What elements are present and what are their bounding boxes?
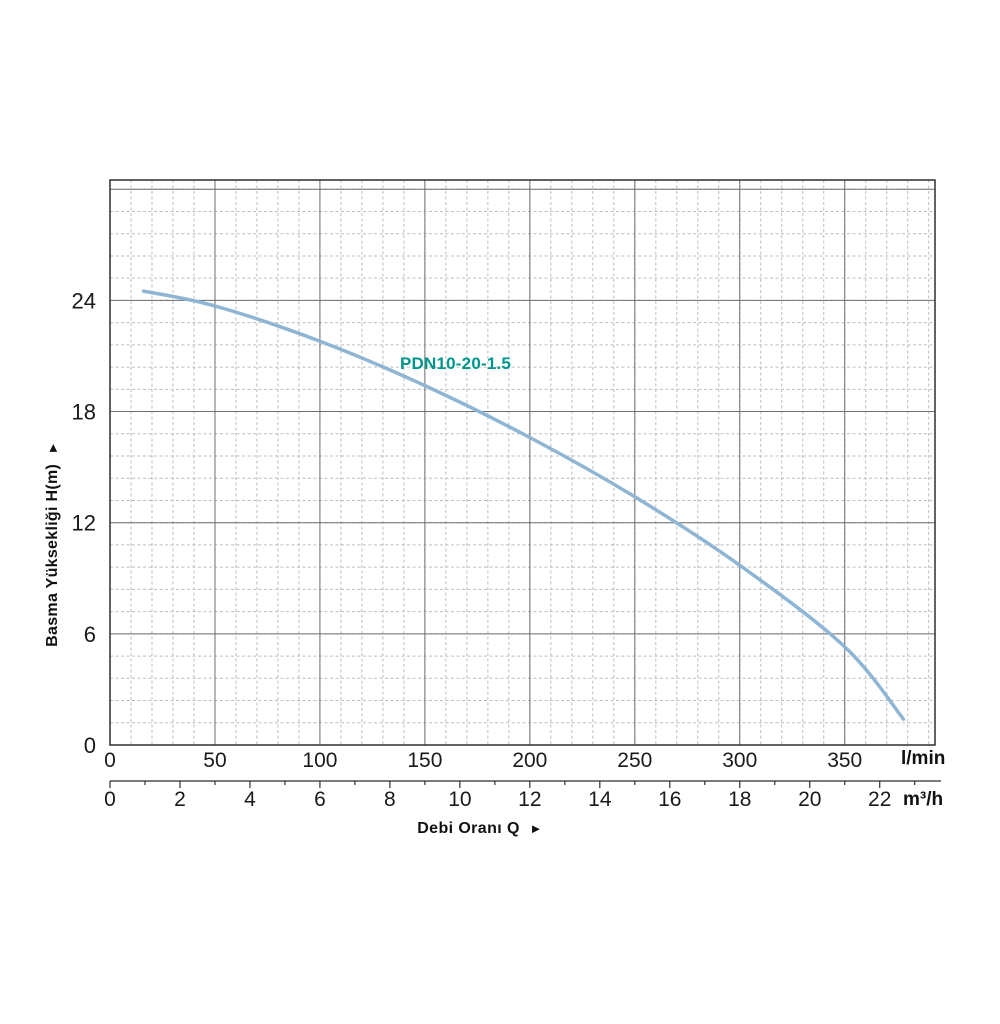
plot-border xyxy=(109,179,936,746)
y-axis-arrow-icon: ► xyxy=(45,441,60,455)
svg-text:22: 22 xyxy=(868,788,891,811)
svg-text:0: 0 xyxy=(104,749,116,772)
svg-text:6: 6 xyxy=(84,622,96,647)
y-axis-tick-labels: 0 6 12 18 24 xyxy=(72,288,96,758)
svg-text:12: 12 xyxy=(72,511,96,536)
svg-text:4: 4 xyxy=(244,788,256,811)
x-axis-primary-unit: l/min xyxy=(901,748,946,769)
major-grid xyxy=(110,180,935,745)
svg-text:10: 10 xyxy=(448,788,471,811)
svg-text:350: 350 xyxy=(827,749,862,772)
y-axis-title: Basma Yüksekliği H(m) ► xyxy=(44,394,66,694)
svg-text:20: 20 xyxy=(798,788,821,811)
x-axis-primary-tick-labels: 0 50 100 150 200 250 300 350 xyxy=(104,749,862,772)
svg-text:100: 100 xyxy=(302,749,337,772)
x-axis-secondary-unit: m³/h xyxy=(903,789,944,810)
minor-grid xyxy=(109,180,935,746)
svg-text:0: 0 xyxy=(104,788,116,811)
svg-text:12: 12 xyxy=(518,788,541,811)
svg-text:250: 250 xyxy=(617,749,652,772)
x-axis-secondary-scale: 0 2 4 6 8 10 12 14 16 18 20 22 xyxy=(104,780,941,811)
svg-text:150: 150 xyxy=(407,749,442,772)
svg-text:14: 14 xyxy=(588,788,612,811)
svg-text:18: 18 xyxy=(72,400,96,425)
svg-text:6: 6 xyxy=(314,788,326,811)
svg-text:0: 0 xyxy=(84,733,96,758)
svg-text:8: 8 xyxy=(384,788,396,811)
pump-curve xyxy=(141,289,906,721)
x-axis-arrow-icon: ► xyxy=(529,821,543,836)
x-axis-title: Debi Oranı Q ► xyxy=(110,820,850,838)
x-axis-title-text: Debi Oranı Q xyxy=(417,820,520,837)
svg-text:300: 300 xyxy=(722,749,757,772)
svg-text:18: 18 xyxy=(728,788,751,811)
svg-text:50: 50 xyxy=(203,749,226,772)
svg-text:200: 200 xyxy=(512,749,547,772)
curve-series-label: PDN10-20-1.5 xyxy=(400,354,512,373)
y-axis-title-text: Basma Yüksekliği H(m) xyxy=(44,463,61,647)
svg-text:24: 24 xyxy=(72,288,96,313)
svg-text:16: 16 xyxy=(658,788,681,811)
svg-text:2: 2 xyxy=(174,788,186,811)
